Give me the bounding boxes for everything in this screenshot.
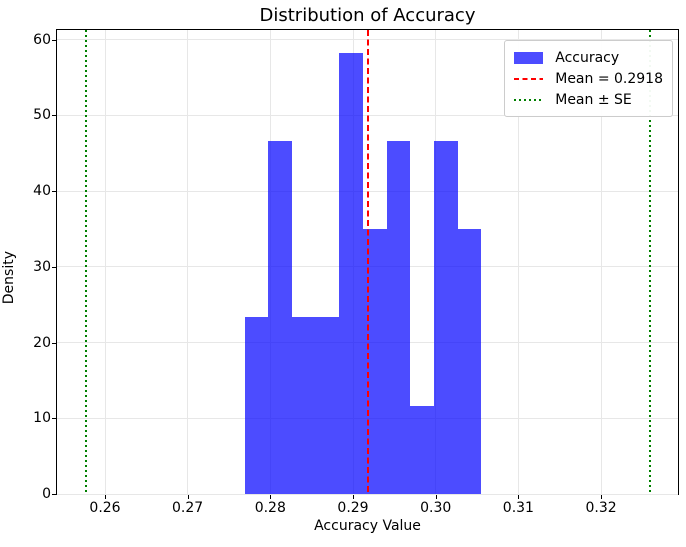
y-tick bbox=[52, 115, 56, 117]
y-tick bbox=[52, 494, 56, 495]
x-tick-label: 0.30 bbox=[420, 500, 452, 516]
x-tick bbox=[518, 495, 520, 499]
histogram-bar bbox=[410, 405, 434, 494]
gridline-vertical bbox=[517, 30, 519, 494]
x-tick bbox=[270, 495, 272, 499]
y-tick-label: 20 bbox=[33, 334, 51, 351]
x-axis-label: Accuracy Value bbox=[314, 518, 421, 534]
x-tick bbox=[105, 495, 106, 499]
histogram-bar bbox=[315, 317, 340, 494]
y-tick bbox=[52, 266, 56, 268]
x-tick bbox=[353, 495, 354, 499]
x-tick bbox=[187, 495, 189, 499]
y-tick-label: 0 bbox=[42, 486, 51, 502]
gridline-vertical bbox=[600, 30, 602, 494]
histogram-bar bbox=[292, 317, 316, 494]
x-tick-label: 0.29 bbox=[337, 500, 369, 516]
gridline-vertical bbox=[104, 30, 106, 494]
gridline-horizontal bbox=[57, 493, 678, 495]
histogram-bar bbox=[339, 52, 363, 494]
histogram-bar bbox=[244, 317, 269, 494]
y-tick bbox=[52, 342, 56, 344]
y-tick-label: 30 bbox=[33, 258, 51, 275]
x-tick bbox=[601, 495, 603, 499]
y-tick bbox=[52, 418, 56, 420]
x-tick-label: 0.26 bbox=[89, 500, 121, 516]
mean-line bbox=[366, 30, 369, 494]
se-line bbox=[84, 30, 87, 494]
legend-label: Mean ± SE bbox=[555, 91, 632, 108]
x-tick-label: 0.31 bbox=[502, 500, 534, 516]
x-tick bbox=[435, 495, 437, 499]
x-tick-label: 0.32 bbox=[585, 500, 617, 516]
legend-label: Mean = 0.2918 bbox=[555, 70, 663, 87]
x-tick-label: 0.28 bbox=[254, 500, 286, 516]
y-tick bbox=[52, 39, 56, 41]
plot-area: Accuracy Mean = 0.2918 Mean ± SE bbox=[56, 29, 679, 495]
legend-item-accuracy: Accuracy bbox=[514, 47, 663, 68]
y-tick-label: 60 bbox=[33, 31, 51, 48]
legend: Accuracy Mean = 0.2918 Mean ± SE bbox=[504, 40, 673, 117]
y-tick bbox=[52, 191, 56, 192]
y-tick-label: 10 bbox=[33, 410, 51, 427]
legend-swatch-accuracy bbox=[514, 51, 544, 64]
histogram-bar bbox=[457, 229, 482, 494]
legend-swatch-mean-line bbox=[514, 77, 544, 80]
legend-item-se: Mean ± SE bbox=[514, 89, 663, 110]
x-tick-label: 0.27 bbox=[172, 500, 204, 516]
histogram-bar bbox=[433, 140, 458, 494]
y-tick-label: 50 bbox=[33, 107, 51, 124]
histogram-bar bbox=[386, 140, 411, 494]
legend-label: Accuracy bbox=[555, 49, 620, 66]
y-axis-label-text: Density bbox=[1, 250, 17, 305]
y-tick-label: 40 bbox=[33, 183, 51, 199]
legend-swatch-se-line bbox=[514, 98, 544, 101]
histogram-bar bbox=[268, 140, 292, 494]
chart-title: Distribution of Accuracy bbox=[259, 5, 476, 26]
se-line bbox=[648, 30, 651, 494]
gridline-vertical bbox=[187, 30, 189, 494]
legend-item-mean: Mean = 0.2918 bbox=[514, 68, 663, 89]
